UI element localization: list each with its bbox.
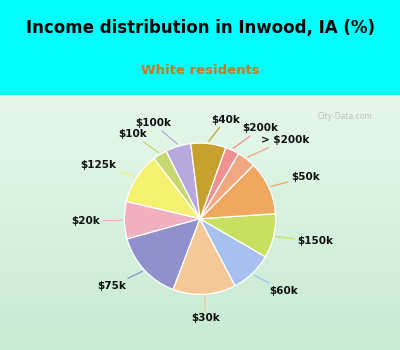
Bar xyxy=(0,254,400,260)
Bar xyxy=(0,177,400,184)
Bar xyxy=(0,94,400,101)
Bar xyxy=(0,171,400,177)
Wedge shape xyxy=(200,219,266,286)
Text: White residents: White residents xyxy=(141,64,259,77)
Bar xyxy=(0,273,400,280)
Bar xyxy=(0,216,400,222)
Text: $50k: $50k xyxy=(271,173,320,187)
Bar xyxy=(0,133,400,139)
Bar xyxy=(0,197,400,203)
Text: $30k: $30k xyxy=(192,296,220,323)
Wedge shape xyxy=(124,202,200,239)
Wedge shape xyxy=(126,159,200,219)
Bar xyxy=(0,203,400,209)
Text: $200k: $200k xyxy=(233,124,278,148)
Text: $150k: $150k xyxy=(276,237,333,246)
Text: Income distribution in Inwood, IA (%): Income distribution in Inwood, IA (%) xyxy=(26,19,374,37)
Text: $40k: $40k xyxy=(209,114,240,141)
Bar xyxy=(0,190,400,197)
Bar xyxy=(0,139,400,146)
Wedge shape xyxy=(200,165,276,219)
Bar xyxy=(0,184,400,190)
Bar xyxy=(0,114,400,120)
Text: $20k: $20k xyxy=(72,216,122,226)
Bar xyxy=(0,267,400,273)
Bar xyxy=(0,152,400,158)
Bar xyxy=(0,146,400,152)
Bar xyxy=(0,305,400,312)
Text: $125k: $125k xyxy=(80,160,134,176)
Bar xyxy=(0,318,400,324)
Text: $100k: $100k xyxy=(135,118,178,144)
Wedge shape xyxy=(200,148,238,219)
Bar xyxy=(0,344,400,350)
Bar xyxy=(0,235,400,241)
Bar xyxy=(0,222,400,229)
Bar xyxy=(0,293,400,299)
Bar xyxy=(0,120,400,126)
Bar xyxy=(0,280,400,286)
Wedge shape xyxy=(166,144,200,219)
Bar xyxy=(0,126,400,133)
Wedge shape xyxy=(191,143,226,219)
Bar xyxy=(0,107,400,114)
Wedge shape xyxy=(200,214,276,257)
Text: City-Data.com: City-Data.com xyxy=(317,112,372,121)
Bar xyxy=(0,324,400,331)
Bar xyxy=(0,101,400,107)
Bar xyxy=(0,248,400,254)
Bar xyxy=(0,165,400,171)
Wedge shape xyxy=(154,151,200,219)
Bar xyxy=(0,337,400,344)
Wedge shape xyxy=(173,219,235,294)
Bar xyxy=(0,331,400,337)
Bar xyxy=(0,241,400,248)
Bar xyxy=(0,286,400,293)
Wedge shape xyxy=(200,154,254,219)
Bar xyxy=(0,209,400,216)
Text: $75k: $75k xyxy=(97,271,142,291)
Bar xyxy=(0,229,400,235)
Bar xyxy=(0,312,400,318)
Text: $60k: $60k xyxy=(254,275,298,296)
Bar xyxy=(0,260,400,267)
Text: $10k: $10k xyxy=(118,129,159,153)
Bar xyxy=(0,299,400,305)
Wedge shape xyxy=(127,219,200,289)
Text: > $200k: > $200k xyxy=(248,135,310,157)
Bar xyxy=(0,158,400,165)
